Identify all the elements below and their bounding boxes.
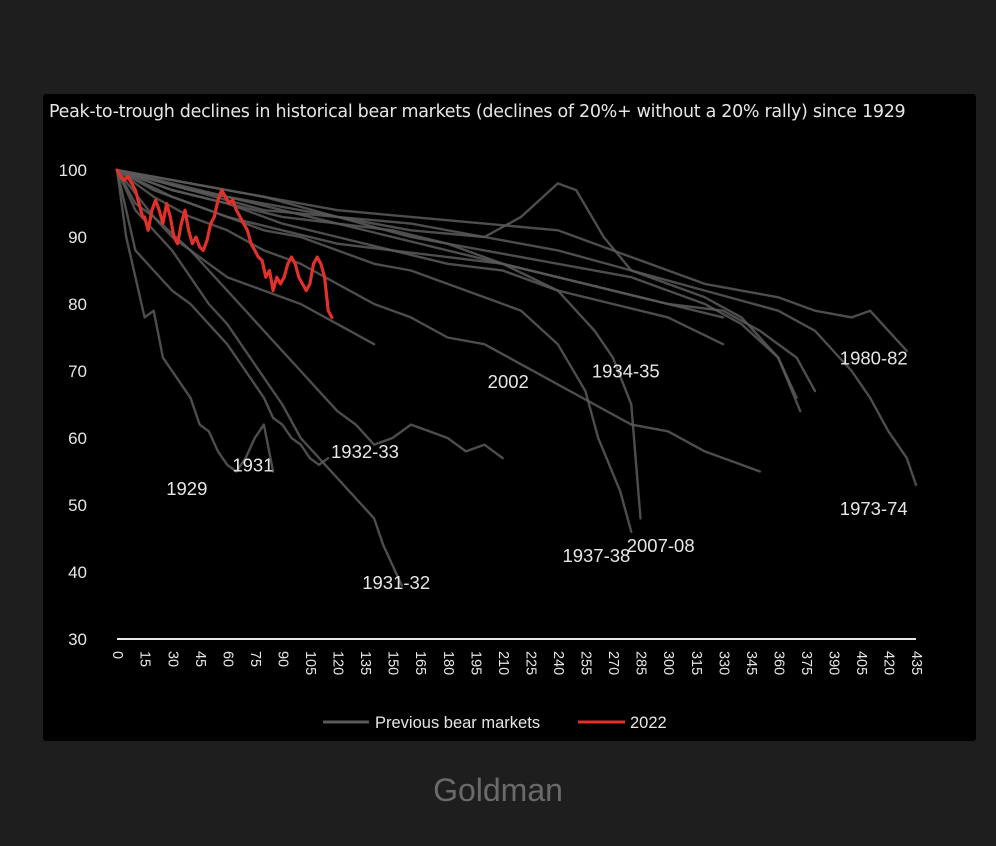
x-tick-label: 120 — [330, 651, 346, 675]
legend-label-previous: Previous bear markets — [375, 714, 540, 732]
x-tick-label: 30 — [164, 651, 180, 667]
x-tick-label: 300 — [660, 651, 676, 675]
x-tick-label: 360 — [770, 651, 786, 675]
x-tick-label: 105 — [302, 651, 318, 675]
x-tick-label: 165 — [412, 651, 428, 675]
series-annotation: 1937-38 — [562, 545, 630, 566]
x-tick-label: 15 — [137, 651, 153, 667]
x-tick-label: 240 — [550, 651, 566, 675]
x-tick-label: 0 — [109, 651, 125, 659]
x-tick-label: 345 — [743, 651, 759, 675]
x-tick-label: 60 — [219, 651, 235, 667]
series-line-bear-market — [115, 168, 762, 473]
y-tick-label: 70 — [68, 362, 87, 381]
series-line-bear-market — [115, 168, 918, 487]
series-annotation: 1973-74 — [840, 498, 908, 519]
series-annotation: 1980-82 — [840, 347, 908, 368]
legend-label-2022: 2022 — [630, 714, 667, 732]
series-annotation: 1931 — [232, 455, 273, 476]
series-line-bear-market — [115, 168, 802, 413]
x-tick-label: 150 — [385, 651, 401, 675]
x-tick-label: 390 — [826, 651, 842, 675]
x-tick-label: 90 — [274, 651, 290, 667]
x-tick-label: 255 — [578, 651, 594, 675]
y-tick-label: 100 — [59, 161, 87, 180]
x-tick-label: 435 — [908, 651, 924, 675]
x-tick-label: 195 — [467, 651, 483, 675]
series-line-bear-market — [115, 168, 633, 533]
series-line-bear-market — [115, 168, 330, 466]
x-tick-label: 180 — [440, 651, 456, 675]
series-line-bear-market — [115, 168, 798, 399]
series-annotation: 1934-35 — [592, 361, 660, 382]
y-tick-label: 90 — [68, 228, 87, 247]
series-line-bear-market — [115, 168, 376, 346]
x-tick-label: 75 — [247, 651, 263, 667]
x-tick-label: 375 — [798, 651, 814, 675]
x-tick-label: 210 — [495, 651, 511, 675]
x-tick-label: 330 — [715, 651, 731, 675]
x-tick-label: 45 — [192, 651, 208, 667]
series-line-bear-market — [115, 168, 642, 520]
x-tick-label: 225 — [522, 651, 538, 675]
series-line-bear-market — [115, 168, 403, 587]
series-annotation: 1932-33 — [331, 441, 399, 462]
series-line-bear-market — [115, 168, 725, 319]
series-annotation: 2007-08 — [627, 535, 695, 556]
chart-panel: Peak-to-trough declines in historical be… — [43, 94, 976, 741]
series-annotation: 1929 — [166, 478, 207, 499]
y-tick-label: 80 — [68, 295, 87, 314]
series-line-bear-market — [115, 168, 504, 460]
series-line-2022 — [115, 168, 334, 319]
x-tick-label: 315 — [688, 651, 704, 675]
y-tick-label: 50 — [68, 496, 87, 515]
x-tick-label: 135 — [357, 651, 373, 675]
x-tick-label: 405 — [853, 651, 869, 675]
series-line-bear-market — [115, 168, 908, 353]
series-line-bear-market — [115, 168, 275, 473]
x-tick-label: 270 — [605, 651, 621, 675]
x-tick-label: 420 — [881, 651, 897, 675]
y-tick-label: 60 — [68, 429, 87, 448]
y-tick-label: 30 — [68, 630, 87, 649]
series-annotation: 1931-32 — [362, 572, 430, 593]
source-caption: Goldman — [433, 772, 563, 808]
series-annotation: 2002 — [488, 371, 529, 392]
y-tick-label: 40 — [68, 563, 87, 582]
x-tick-label: 285 — [633, 651, 649, 675]
chart-title: Peak-to-trough declines in historical be… — [49, 102, 906, 122]
